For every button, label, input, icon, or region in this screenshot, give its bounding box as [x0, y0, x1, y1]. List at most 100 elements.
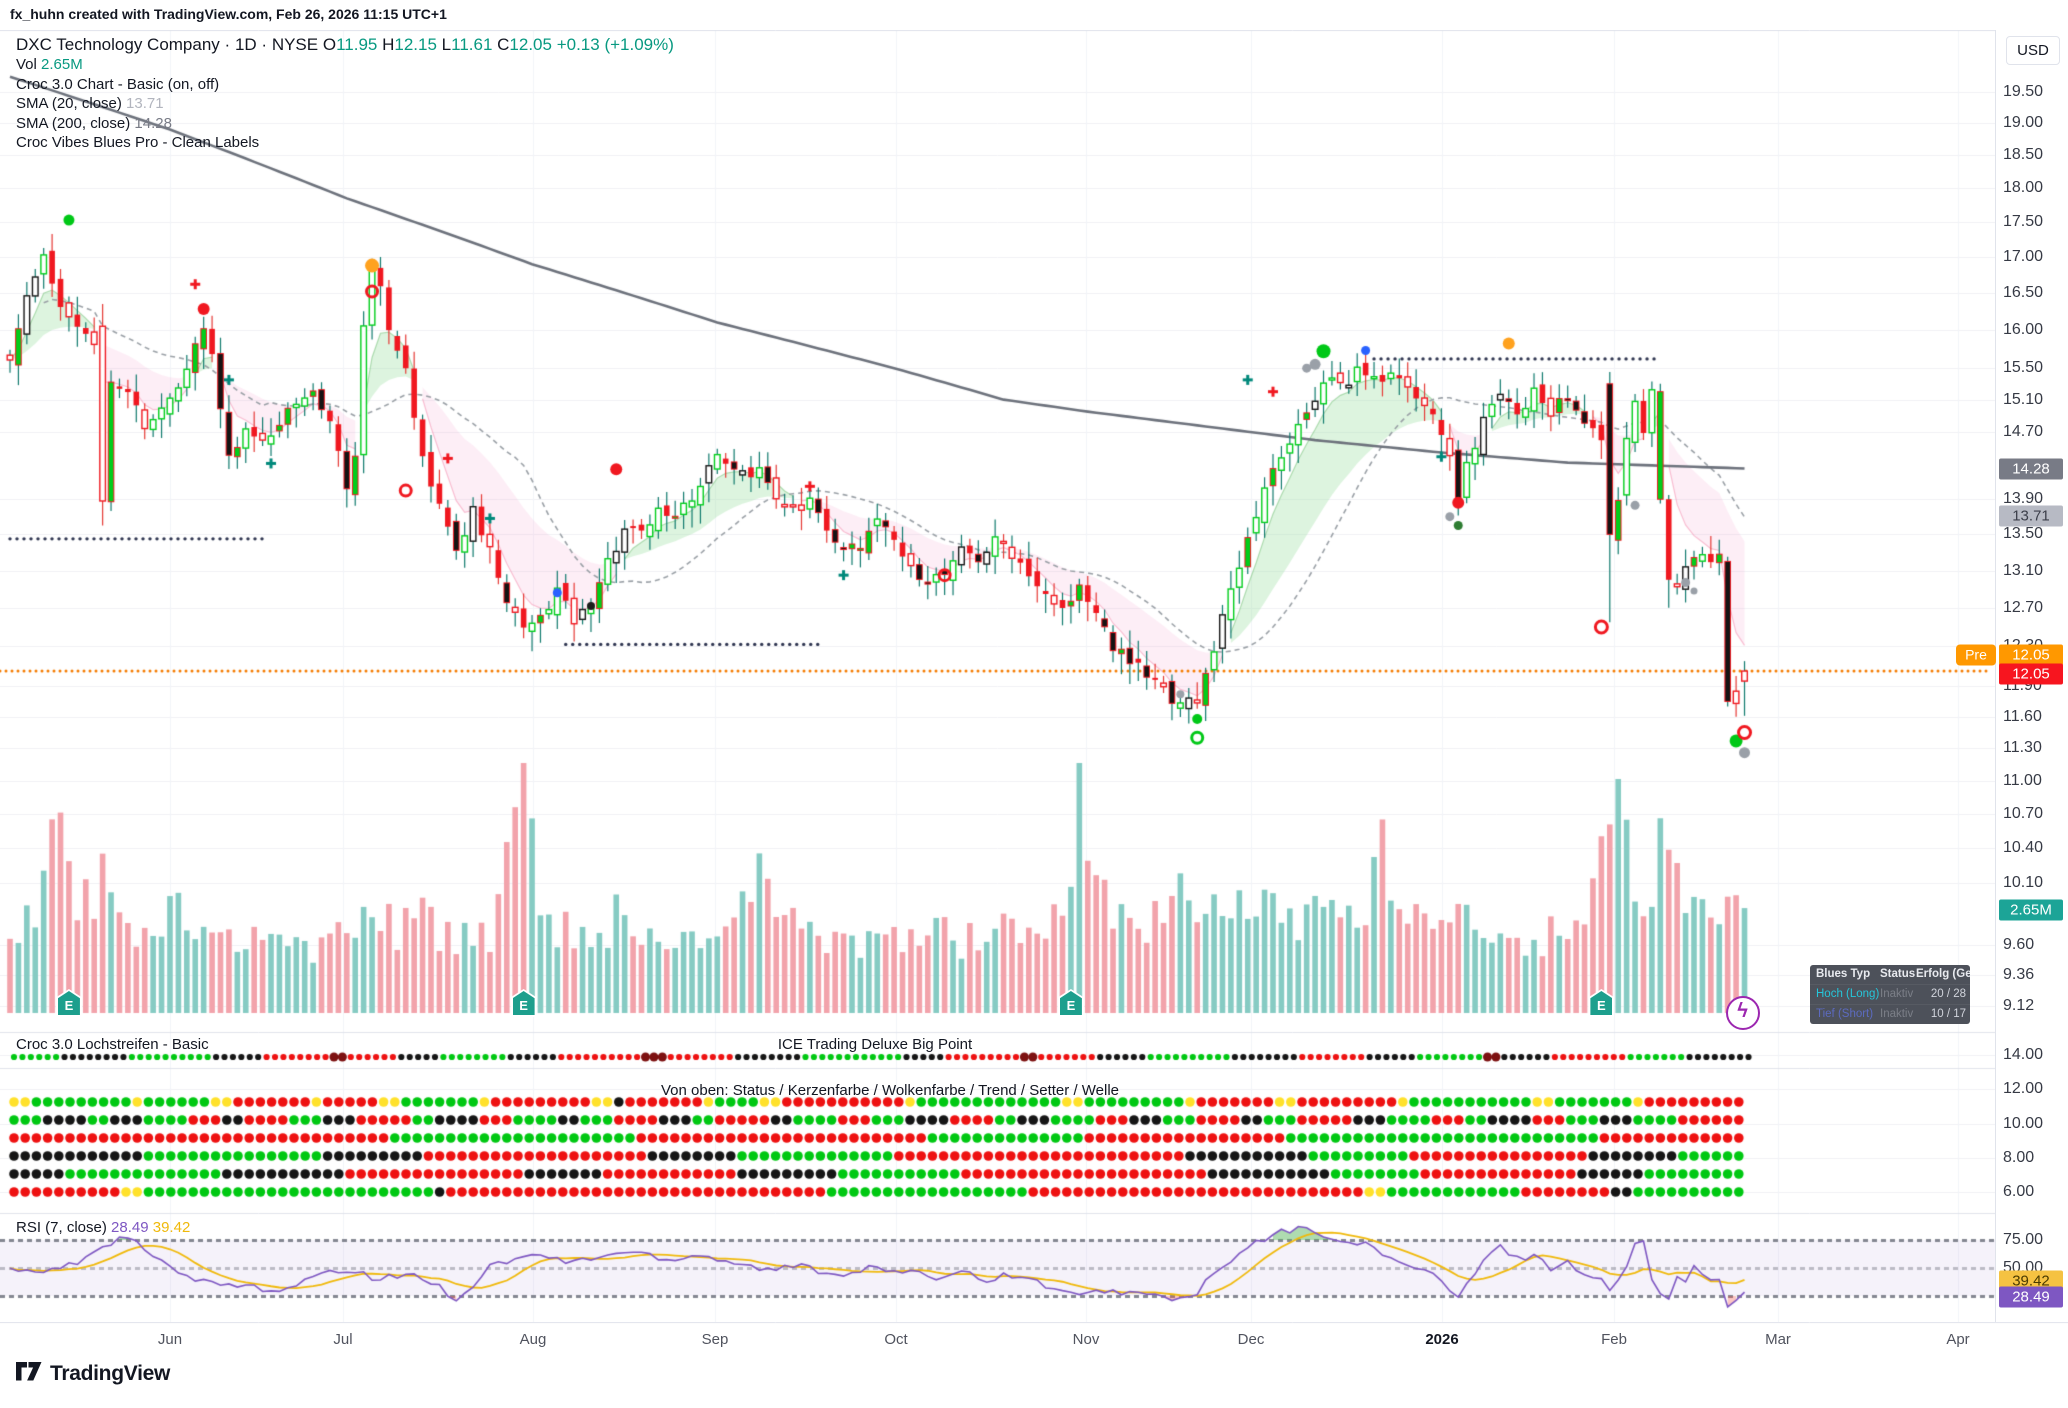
price-tick-9.12: 9.12: [2003, 997, 2035, 1015]
time-tick-Apr: Apr: [1946, 1331, 1970, 1348]
interval-label[interactable]: 1D: [234, 35, 257, 54]
price-tick-13.50: 13.50: [2003, 525, 2044, 543]
premarket-pill: Pre: [1956, 644, 1996, 666]
earnings-icon-letter: E: [57, 991, 80, 1015]
short-erfolg: 10 / 17: [1930, 1008, 1966, 1020]
price-tick-13.10: 13.10: [2003, 561, 2044, 579]
short-status: Inaktiv: [1880, 1008, 1914, 1020]
col-erfolg: Erfolg (Ges): [1916, 968, 1970, 980]
price-badge-3-12.05: 12.05: [1999, 663, 2063, 685]
croc-vibes-legend-row[interactable]: Croc Vibes Blues Pro - Clean Labels: [16, 134, 260, 151]
col-status: Status: [1880, 968, 1916, 980]
lower-tick-10.00: 10.00: [2003, 1115, 2044, 1132]
price-tick-14.70: 14.70: [2003, 422, 2044, 440]
earnings-icon[interactable]: E: [1588, 989, 1615, 1017]
exchange-label: NYSE: [271, 35, 319, 54]
price-tick-10.40: 10.40: [2003, 839, 2044, 857]
earnings-icon-letter: E: [1590, 991, 1613, 1015]
sma20-label: SMA (20, close): [16, 95, 122, 112]
symbol-legend-row[interactable]: DXC Technology Company · 1D · NYSE O11.9…: [16, 36, 674, 53]
rsi-label: RSI (7, close): [16, 1219, 107, 1236]
price-badge-4-2.65M: 2.65M: [1999, 899, 2063, 921]
lower-tick-12.00: 12.00: [2003, 1080, 2044, 1097]
symbol-title[interactable]: DXC Technology Company: [16, 35, 220, 54]
volume-legend-row[interactable]: Vol 2.65M: [16, 56, 674, 73]
blues-table-header: Blues Typ Status Erfolg (Ges): [1810, 965, 1970, 985]
change-value: +0.13 (+1.09%): [556, 35, 674, 54]
price-tick-17.00: 17.00: [2003, 248, 2044, 266]
price-tick-10.70: 10.70: [2003, 805, 2044, 822]
price-badge-2-12.05: 12.05: [1999, 644, 2063, 666]
rsi-value: 28.49: [111, 1219, 149, 1236]
sma200-legend-row[interactable]: SMA (200, close) 14.28: [16, 115, 674, 132]
price-tick-11.00: 11.00: [2003, 771, 2042, 789]
tradingview-logo-icon: [16, 1362, 42, 1381]
sma20-value: 13.71: [126, 95, 164, 112]
earnings-icon[interactable]: E: [1057, 989, 1084, 1017]
ohlc-l: L11.61: [441, 35, 493, 54]
price-tick-19.50: 19.50: [2003, 83, 2044, 100]
time-tick-Sep: Sep: [701, 1331, 729, 1348]
currency-button[interactable]: USD: [2006, 36, 2060, 65]
price-tick-12.70: 12.70: [2003, 598, 2044, 616]
time-tick-2026: 2026: [1425, 1331, 1459, 1348]
ohlc-h: H12.15: [382, 35, 437, 54]
time-tick-Jun: Jun: [157, 1331, 183, 1348]
lower-tick-8.00: 8.00: [2003, 1149, 2035, 1166]
price-tick-16.50: 16.50: [2003, 283, 2044, 301]
table-row-short: Tief (Short) Inaktiv 10 / 17: [1810, 1005, 1970, 1024]
croc-chart-legend-row[interactable]: Croc 3.0 Chart - Basic (on, off): [16, 75, 220, 93]
price-tick-19.00: 19.00: [2003, 114, 2044, 132]
earnings-icon-letter: E: [1059, 991, 1082, 1015]
price-tick-9.36: 9.36: [2003, 965, 2035, 983]
tradingview-wordmark: TradingView: [50, 1362, 171, 1385]
price-badge-6-28.49: 28.49: [1999, 1286, 2063, 1308]
sma20-legend-row[interactable]: SMA (20, close) 13.71: [16, 95, 674, 112]
ohlc-values: O11.95 H12.15 L11.61 C12.05: [323, 35, 552, 54]
long-erfolg: 20 / 28: [1930, 988, 1966, 1000]
table-row-long: Hoch (Long) Inaktiv 20 / 28: [1810, 985, 1970, 1005]
price-tick-15.50: 15.50: [2003, 359, 2044, 377]
price-tick-18.00: 18.00: [2003, 179, 2044, 197]
price-tick-15.10: 15.10: [2003, 390, 2044, 408]
time-tick-Mar: Mar: [1765, 1331, 1791, 1348]
long-status: Inaktiv: [1880, 988, 1914, 1000]
time-tick-Oct: Oct: [884, 1331, 908, 1348]
earnings-icon[interactable]: E: [510, 989, 537, 1017]
lower-tick-14.00: 14.00: [2003, 1046, 2044, 1063]
price-badge-5-39.42: 39.42: [1999, 1270, 2063, 1292]
lower-tick-6.00: 6.00: [2003, 1183, 2035, 1200]
price-tick-10.10: 10.10: [2003, 874, 2044, 892]
sma200-value: 14.28: [134, 114, 172, 132]
price-tick-17.50: 17.50: [2003, 213, 2044, 231]
time-tick-Jul: Jul: [333, 1331, 353, 1348]
price-tick-9.60: 9.60: [2003, 935, 2035, 953]
price-badge-0-14.28: 14.28: [1999, 458, 2063, 480]
lightning-event-icon[interactable]: ϟ: [1725, 996, 1760, 1030]
sma200-label: SMA (200, close): [16, 114, 131, 132]
earnings-icon[interactable]: E: [55, 989, 82, 1017]
price-badge-1-13.71: 13.71: [1999, 505, 2063, 527]
time-tick-Feb: Feb: [1601, 1331, 1627, 1348]
legend-sep2: ·: [261, 35, 268, 54]
col-blues-typ: Blues Typ: [1816, 968, 1871, 980]
ice-pane-title: ICE Trading Deluxe Big Point: [777, 1036, 973, 1053]
price-tick-18.50: 18.50: [2003, 146, 2044, 164]
vol-value: 2.65M: [41, 56, 83, 73]
rsi-pane-title[interactable]: RSI (7, close) 28.49 39.42: [16, 1219, 190, 1236]
ohlc-c: C12.05: [497, 35, 552, 54]
ohlc-o: O11.95: [322, 35, 378, 54]
long-typ: Hoch (Long): [1816, 988, 1880, 1000]
time-tick-Dec: Dec: [1237, 1331, 1265, 1348]
price-tick-16.00: 16.00: [2003, 320, 2044, 338]
rsi-ma-value: 39.42: [152, 1219, 191, 1236]
lochstreifen-pane-title[interactable]: Croc 3.0 Lochstreifen - Basic: [16, 1036, 209, 1053]
time-tick-Nov: Nov: [1072, 1331, 1100, 1348]
legend-sep1: ·: [224, 35, 231, 54]
chart-credit: fx_huhn created with TradingView.com, Fe…: [10, 6, 447, 22]
rsi-tick-75.00: 75.00: [2003, 1231, 2044, 1248]
von-oben-caption: Von oben: Status / Kerzenfarbe / Wolkenf…: [660, 1082, 1120, 1099]
tradingview-logo[interactable]: TradingView: [16, 1362, 170, 1386]
